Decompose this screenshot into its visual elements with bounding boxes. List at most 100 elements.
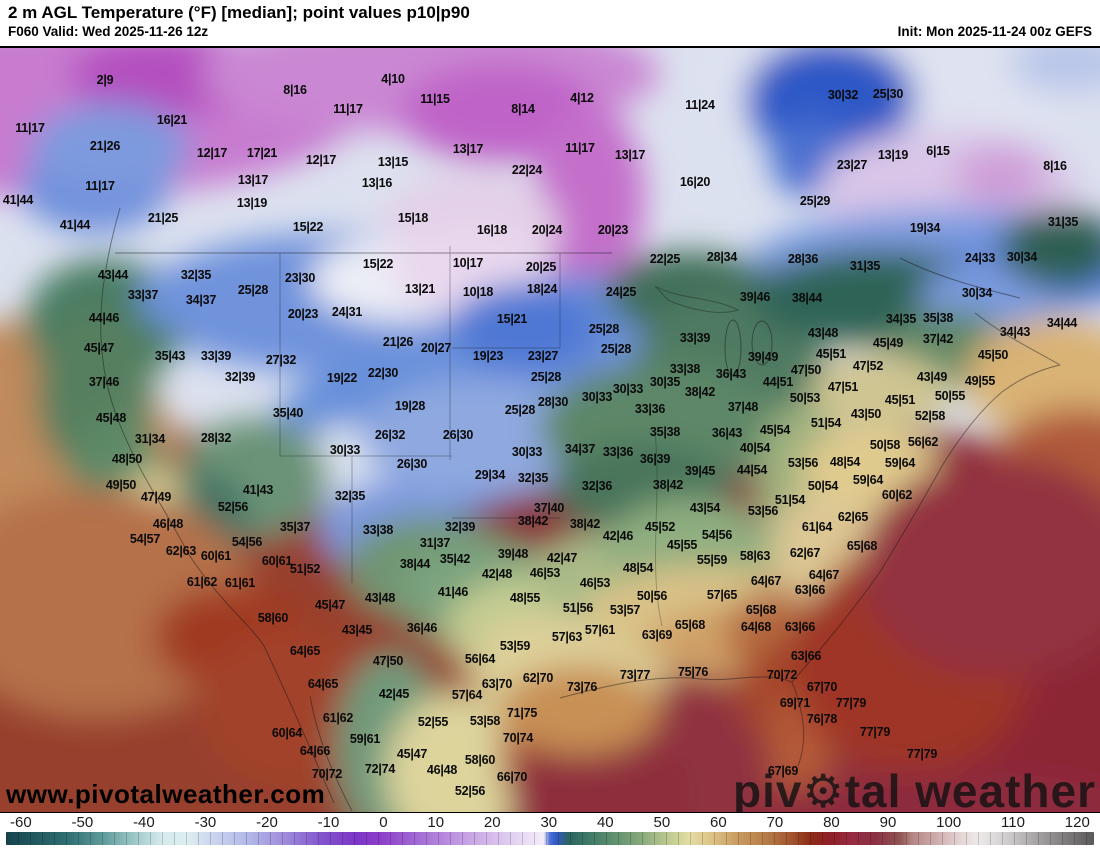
point-value: 33|36 <box>602 444 634 459</box>
colorbar-tick: -10 <box>317 814 340 831</box>
point-value: 31|34 <box>134 431 166 446</box>
point-value: 53|58 <box>469 713 501 728</box>
point-value: 30|35 <box>649 374 681 389</box>
point-value: 45|51 <box>815 346 847 361</box>
point-value: 42|46 <box>602 528 634 543</box>
point-value: 4|12 <box>570 90 594 105</box>
temperature-field <box>0 48 1100 812</box>
map-borders <box>100 207 1061 812</box>
point-value: 49|55 <box>964 373 996 388</box>
point-value: 33|37 <box>127 287 159 302</box>
point-value: 36|43 <box>711 425 743 440</box>
colorbar-tick: -30 <box>194 814 217 831</box>
point-value: 58|63 <box>739 548 771 563</box>
point-value: 18|24 <box>526 281 558 296</box>
point-value: 34|44 <box>1046 315 1078 330</box>
weather-map: 2|9 11|17 16|21 21|26 12|17 17|21 11|17 13|17 13… <box>0 48 1100 813</box>
point-value: 47|50 <box>372 653 404 668</box>
point-value: 56|64 <box>464 651 496 666</box>
point-value: 20|24 <box>531 222 563 237</box>
colorbar-tick: -40 <box>133 814 155 831</box>
point-value: 51|54 <box>774 492 806 507</box>
point-value: 37|46 <box>88 374 120 389</box>
point-value: 54|56 <box>701 527 733 542</box>
brand-watermark-prefix: piv <box>732 765 803 813</box>
point-value: 32|35 <box>334 488 366 503</box>
point-value: 30|33 <box>612 381 644 396</box>
colorbar-tick: 70 <box>766 814 784 831</box>
point-value: 58|60 <box>464 752 496 767</box>
point-value: 28|32 <box>200 430 232 445</box>
point-value: 48|50 <box>111 451 143 466</box>
point-value: 40|54 <box>739 440 771 455</box>
brand-watermark-suffix: tal weather <box>844 765 1096 813</box>
point-value: 53|59 <box>499 638 531 653</box>
point-value: 63|66 <box>790 648 822 663</box>
point-value: 23|27 <box>836 157 868 172</box>
point-value: 65|68 <box>745 602 777 617</box>
point-value: 31|35 <box>1047 214 1079 229</box>
point-value: 43|45 <box>341 622 373 637</box>
point-value: 42|45 <box>378 686 410 701</box>
point-value: 46|48 <box>152 516 184 531</box>
point-value: 38|42 <box>652 477 684 492</box>
point-value: 57|64 <box>451 687 483 702</box>
temperature-colorbar: -60 -50 -40 -30 -20 -10 0 10 20 30 40 50 60 70 80 90 100… <box>0 813 1100 848</box>
point-value: 55|59 <box>696 552 728 567</box>
point-value: 11|17 <box>565 140 595 155</box>
point-value: 12|17 <box>305 152 337 167</box>
point-value: 64|67 <box>750 573 782 588</box>
point-value: 13|15 <box>377 154 409 169</box>
gear-icon: ⚙ <box>802 765 845 813</box>
point-value: 31|35 <box>849 258 881 273</box>
point-value: 62|70 <box>522 670 554 685</box>
point-value: 13|21 <box>404 281 436 296</box>
point-value: 30|34 <box>961 285 993 300</box>
point-value: 70|74 <box>502 730 534 745</box>
point-value: 15|21 <box>496 311 528 326</box>
point-value: 54|57 <box>129 531 161 546</box>
point-value: 52|58 <box>914 408 946 423</box>
point-value: 50|55 <box>934 388 966 403</box>
point-value: 30|33 <box>329 442 361 457</box>
point-value: 21|26 <box>382 334 414 349</box>
map-header: 2 m AGL Temperature (°F) [median]; point… <box>0 0 1100 48</box>
point-value: 44|51 <box>762 374 794 389</box>
point-value: 70|72 <box>311 766 343 781</box>
point-value: 59|61 <box>349 731 381 746</box>
point-value: 42|47 <box>546 550 578 565</box>
point-value: 24|33 <box>964 250 996 265</box>
point-value: 48|55 <box>509 590 541 605</box>
point-value: 43|48 <box>807 325 839 340</box>
point-value: 53|56 <box>787 455 819 470</box>
point-value: 47|50 <box>790 362 822 377</box>
point-value: 32|35 <box>180 267 212 282</box>
point-value: 72|74 <box>364 761 396 776</box>
point-value: 33|36 <box>634 401 666 416</box>
point-value: 25|28 <box>504 402 536 417</box>
point-value: 34|35 <box>885 311 917 326</box>
point-value: 45|47 <box>314 597 346 612</box>
point-value: 23|27 <box>527 348 559 363</box>
point-value: 36|43 <box>715 366 747 381</box>
point-value: 28|34 <box>706 249 738 264</box>
point-value: 57|65 <box>706 587 738 602</box>
point-value: 41|46 <box>437 584 469 599</box>
point-value: 57|63 <box>551 629 583 644</box>
point-value: 16|18 <box>476 222 508 237</box>
point-value: 2|9 <box>96 72 114 87</box>
point-value: 45|47 <box>396 746 428 761</box>
point-value: 59|64 <box>852 472 884 487</box>
point-value: 38|44 <box>791 290 823 305</box>
point-value: 33|39 <box>679 330 711 345</box>
point-value: 11|24 <box>685 97 715 112</box>
point-value: 13|17 <box>237 172 269 187</box>
point-value: 39|48 <box>497 546 529 561</box>
point-value: 47|51 <box>827 379 859 394</box>
colorbar-tick-labels: -60 -50 -40 -30 -20 -10 0 10 20 30 40 50 60 70 80 90 100… <box>0 813 1100 832</box>
point-value: 46|53 <box>529 565 561 580</box>
point-value: 73|76 <box>566 679 598 694</box>
point-value: 67|69 <box>767 763 799 778</box>
point-value: 73|77 <box>619 667 651 682</box>
point-value: 77|79 <box>859 724 891 739</box>
